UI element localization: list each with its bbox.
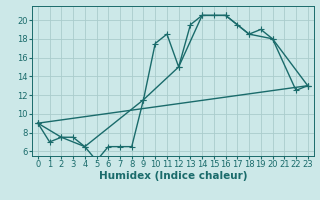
X-axis label: Humidex (Indice chaleur): Humidex (Indice chaleur) xyxy=(99,171,247,181)
